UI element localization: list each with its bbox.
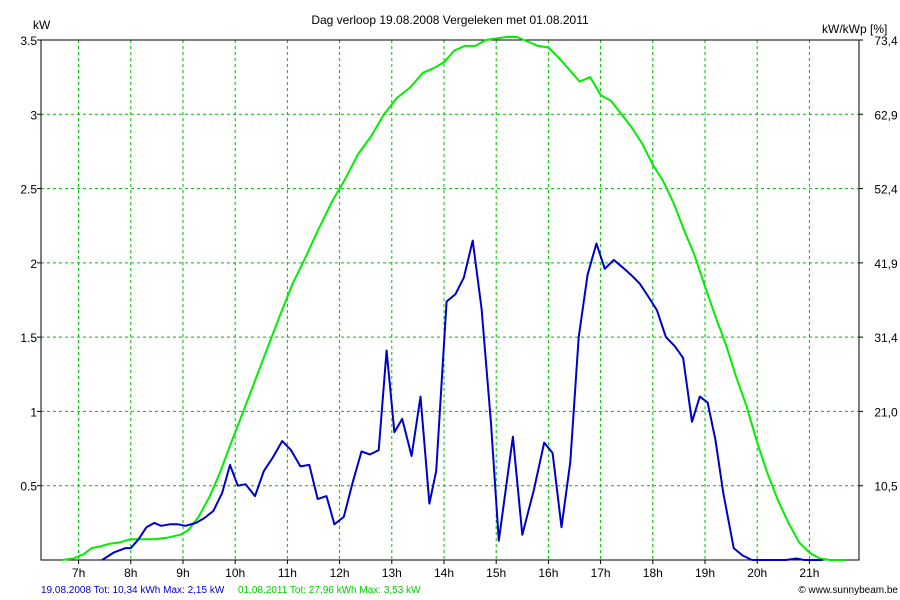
y-right-tick-label: 10,5 xyxy=(874,480,898,494)
y-right-tick-labels: 10,5 21,0 31,4 41,9 52,4 62,9 73,4 xyxy=(874,34,898,494)
y-left-axis-label: kW xyxy=(33,18,51,32)
credit-text: © www.sunnybeam.be xyxy=(798,585,898,596)
plot-frame xyxy=(40,39,860,561)
y-right-tick-label: 41,9 xyxy=(874,257,898,271)
x-tick-label: 7h xyxy=(72,566,85,580)
x-tick-label: 15h xyxy=(486,566,506,580)
x-tick-label: 10h xyxy=(225,566,245,580)
series-line-01-08-2011 xyxy=(61,36,846,561)
x-tick-label: 21h xyxy=(799,566,819,580)
x-tick-label: 18h xyxy=(643,566,663,580)
y-left-tick-label: 1.5 xyxy=(20,331,37,345)
legend-2011: 01.08.2011 Tot: 27,96 kWh Max: 3,53 kW xyxy=(238,585,421,596)
y-right-tick-label: 21,0 xyxy=(874,405,898,419)
x-tick-label: 13h xyxy=(382,566,402,580)
series-layer xyxy=(61,36,846,561)
y-right-tick-label: 62,9 xyxy=(874,108,898,122)
x-tick-label: 17h xyxy=(591,566,611,580)
x-tick-label: 20h xyxy=(747,566,767,580)
x-tick-label: 14h xyxy=(434,566,454,580)
grid xyxy=(37,39,863,564)
chart-title: Dag verloop 19.08.2008 Vergeleken met 01… xyxy=(311,13,589,27)
x-tick-label: 9h xyxy=(176,566,189,580)
y-left-tick-label: 3.5 xyxy=(20,34,37,48)
x-tick-labels: 7h 8h 9h 10h 11h 12h 13h 14h 15h 16h 17h 18h 19h 20h 2… xyxy=(72,566,820,580)
x-tick-label: 12h xyxy=(330,566,350,580)
y-left-tick-labels: 0.5 1 1.5 2 2.5 3 3.5 xyxy=(20,34,37,494)
legend-2008: 19.08.2008 Tot: 10,34 kWh Max: 2,15 kW xyxy=(41,585,225,596)
x-tick-label: 16h xyxy=(538,566,558,580)
y-left-tick-label: 0.5 xyxy=(20,480,37,494)
y-right-axis-label: kW/kWp [%] xyxy=(822,22,887,36)
y-right-tick-label: 31,4 xyxy=(874,331,898,345)
y-right-tick-label: 73,4 xyxy=(874,34,898,48)
x-tick-label: 11h xyxy=(278,566,297,580)
y-left-tick-label: 3 xyxy=(30,108,37,122)
x-tick-label: 19h xyxy=(695,566,715,580)
series-line-19-08-2008 xyxy=(101,239,823,561)
y-right-tick-label: 52,4 xyxy=(874,183,898,197)
y-left-tick-label: 2.5 xyxy=(20,183,37,197)
y-left-tick-label: 2 xyxy=(30,257,37,271)
x-tick-label: 8h xyxy=(124,566,137,580)
y-left-tick-label: 1 xyxy=(30,405,37,419)
